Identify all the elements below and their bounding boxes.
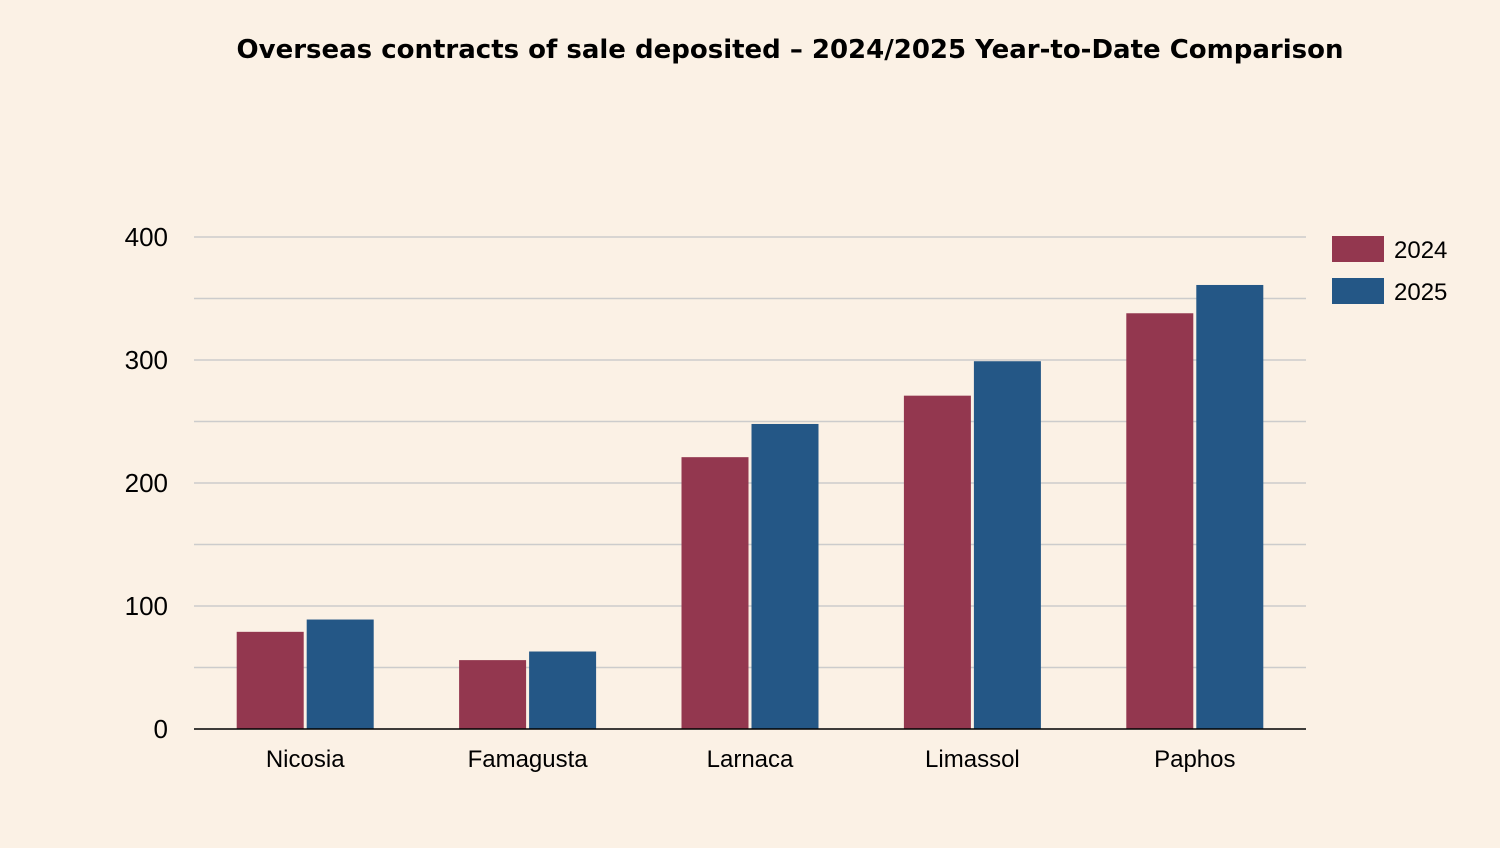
x-tick-label: Larnaca [707, 746, 794, 773]
bar-2025-paphos [1196, 284, 1264, 729]
x-axis-ticks: Nicosia Famagusta Larnaca Limassol Paphos [266, 746, 1236, 773]
legend-swatch-2024 [1332, 236, 1384, 262]
bars [236, 284, 1264, 729]
bar-2024-nicosia [236, 631, 304, 729]
x-tick-label: Paphos [1154, 746, 1235, 773]
legend-label-2025: 2025 [1394, 279, 1447, 306]
y-tick-label: 200 [125, 468, 168, 498]
chart-title: Overseas contracts of sale deposited – 2… [237, 35, 1344, 65]
y-axis-ticks: 0 100 200 300 400 [125, 222, 168, 744]
legend-label-2024: 2024 [1394, 237, 1447, 264]
bar-2024-paphos [1126, 313, 1194, 729]
y-tick-label: 400 [125, 222, 168, 252]
legend-swatch-2025 [1332, 278, 1384, 304]
y-tick-label: 0 [154, 714, 168, 744]
x-tick-label: Limassol [925, 746, 1020, 773]
legend: 2024 2025 [1332, 236, 1447, 306]
x-tick-label: Famagusta [468, 746, 589, 773]
bar-2025-nicosia [306, 619, 374, 729]
gridlines [194, 236, 1306, 669]
y-tick-label: 100 [125, 591, 168, 621]
bar-2024-larnaca [681, 457, 749, 729]
bar-2024-famagusta [459, 660, 527, 729]
bar-2025-famagusta [529, 651, 597, 729]
y-tick-label: 300 [125, 345, 168, 375]
x-tick-label: Nicosia [266, 746, 345, 773]
bar-2025-limassol [973, 361, 1041, 729]
bar-2024-limassol [903, 395, 971, 729]
bar-2025-larnaca [751, 423, 819, 729]
